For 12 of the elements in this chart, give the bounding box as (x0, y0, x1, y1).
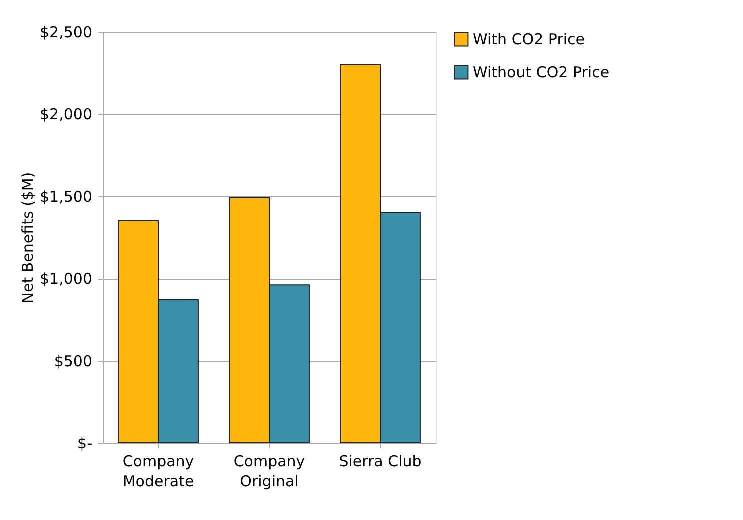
legend-label: With CO2 Price (473, 30, 586, 48)
x-tick-label: Sierra Club (339, 452, 422, 470)
y-tick-label: $1,500 (40, 188, 92, 206)
y-tick-label: $2,500 (40, 24, 92, 42)
x-tick-label: Company Moderate (122, 452, 194, 490)
y-tick-label: $- (78, 434, 92, 452)
y-tick-label: $2,000 (40, 106, 92, 124)
y-tick-label: $1,000 (40, 270, 92, 288)
x-tick-label: Company Original (234, 452, 306, 490)
y-tick-label: $500 (54, 352, 92, 370)
legend-label: Without CO2 Price (473, 64, 610, 82)
y-axis-title: Net Benefits ($M) (19, 172, 38, 304)
